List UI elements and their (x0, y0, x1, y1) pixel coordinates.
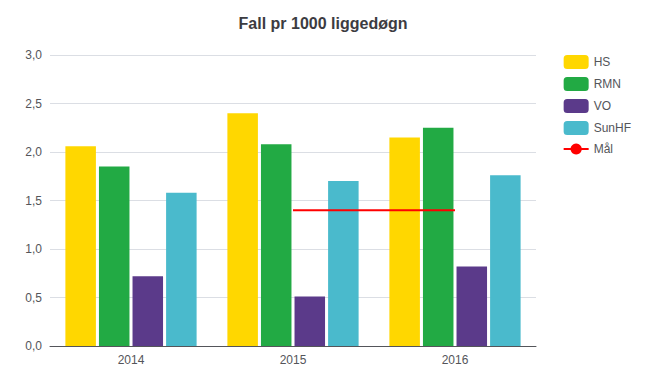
svg-text:2,0: 2,0 (25, 145, 42, 159)
svg-text:0,5: 0,5 (25, 291, 42, 305)
svg-text:RMN: RMN (594, 77, 621, 91)
svg-text:3,0: 3,0 (25, 48, 42, 62)
svg-text:VO: VO (594, 99, 611, 113)
svg-text:2015: 2015 (280, 353, 307, 367)
svg-text:HS: HS (594, 55, 611, 69)
svg-text:SunHF: SunHF (594, 121, 631, 135)
svg-text:2016: 2016 (442, 353, 469, 367)
svg-text:Fall pr 1000 liggedøgn: Fall pr 1000 liggedøgn (239, 15, 408, 32)
svg-text:0,0: 0,0 (25, 339, 42, 353)
svg-text:1,5: 1,5 (25, 194, 42, 208)
svg-text:2,5: 2,5 (25, 97, 42, 111)
svg-text:2014: 2014 (118, 353, 145, 367)
svg-text:Mål: Mål (594, 142, 613, 156)
svg-text:1,0: 1,0 (25, 242, 42, 256)
